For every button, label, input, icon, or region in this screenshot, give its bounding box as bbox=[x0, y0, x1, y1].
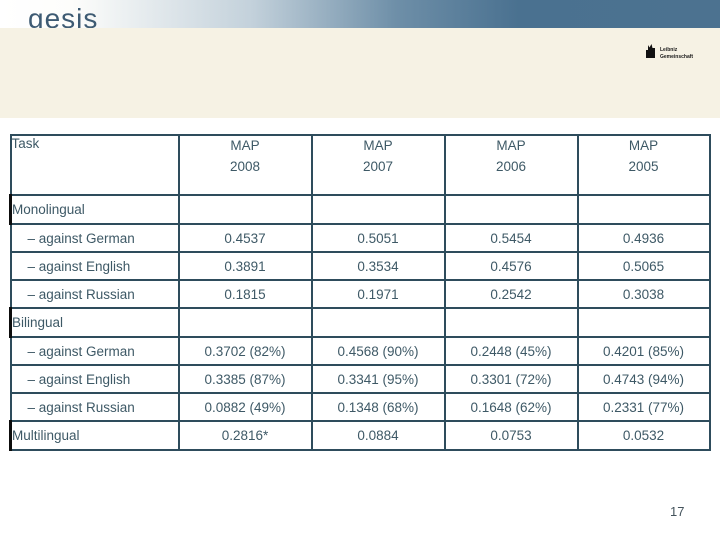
row-label: Bilingual bbox=[9, 307, 180, 338]
table-row-mono-english: – against English 0.3891 0.3534 0.4576 0… bbox=[9, 251, 711, 281]
cell-value: 0.4936 bbox=[576, 223, 711, 253]
cell-value: 0.4743 (94%) bbox=[576, 364, 711, 394]
cell-value: 0.4201 (85%) bbox=[576, 336, 711, 366]
cell-value: 0.3341 (95%) bbox=[310, 364, 446, 394]
cell-value bbox=[443, 194, 579, 225]
column-header-map-2008: MAP 2008 bbox=[177, 134, 313, 196]
cell-value: 0.1648 (62%) bbox=[443, 392, 579, 422]
cell-value: 0.3702 (82%) bbox=[177, 336, 313, 366]
cell-value: 0.3534 bbox=[310, 251, 446, 281]
cell-value: 0.2542 bbox=[443, 279, 579, 309]
cell-value: 0.4568 (90%) bbox=[310, 336, 446, 366]
table-row-mono-german: – against German 0.4537 0.5051 0.5454 0.… bbox=[9, 223, 711, 253]
column-header-map-2006: MAP 2006 bbox=[443, 134, 579, 196]
cell-value: 0.5065 bbox=[576, 251, 711, 281]
page-number: 17 bbox=[670, 504, 685, 519]
cell-value: 0.3038 bbox=[576, 279, 711, 309]
cell-value: 0.4576 bbox=[443, 251, 579, 281]
cell-value bbox=[310, 307, 446, 338]
column-header-map-2005: MAP 2005 bbox=[576, 134, 711, 196]
cell-value: 0.5051 bbox=[310, 223, 446, 253]
cell-value bbox=[177, 307, 313, 338]
cell-value bbox=[443, 307, 579, 338]
row-label: – against Russian bbox=[9, 392, 180, 422]
table-row-bi-russian: – against Russian 0.0882 (49%) 0.1348 (6… bbox=[9, 392, 711, 422]
row-label: – against English bbox=[9, 364, 180, 394]
table-row-bi-english: – against English 0.3385 (87%) 0.3341 (9… bbox=[9, 364, 711, 394]
cell-value: 0.1348 (68%) bbox=[310, 392, 446, 422]
table-row-multilingual: Multilingual 0.2816* 0.0884 0.0753 0.053… bbox=[9, 420, 711, 451]
row-label: – against Russian bbox=[9, 279, 180, 309]
cell-value bbox=[576, 307, 711, 338]
cream-band bbox=[0, 28, 720, 118]
cell-value: 0.5454 bbox=[443, 223, 579, 253]
gesis-logo: gesis bbox=[28, 3, 99, 34]
table-row-bi-german: – against German 0.3702 (82%) 0.4568 (90… bbox=[9, 336, 711, 366]
header-gradient-band bbox=[0, 0, 720, 28]
cell-value: 0.0882 (49%) bbox=[177, 392, 313, 422]
column-header-map-2007: MAP 2007 bbox=[310, 134, 446, 196]
table-row-bilingual: Bilingual bbox=[9, 307, 711, 338]
cell-value bbox=[310, 194, 446, 225]
cell-value: 0.0532 bbox=[576, 420, 711, 451]
leibniz-logo-text: Leibniz Gemeinschaft bbox=[660, 47, 694, 60]
cell-value: 0.2331 (77%) bbox=[576, 392, 711, 422]
row-label: Monolingual bbox=[9, 194, 180, 225]
table-row-mono-russian: – against Russian 0.1815 0.1971 0.2542 0… bbox=[9, 279, 711, 309]
table-header-row: Task MAP 2008 MAP 2007 MAP 2006 MAP 2005 bbox=[9, 134, 711, 196]
cell-value: 0.0884 bbox=[310, 420, 446, 451]
cell-value: 0.2816* bbox=[177, 420, 313, 451]
cell-value: 0.0753 bbox=[443, 420, 579, 451]
leibniz-logo: Leibniz Gemeinschaft bbox=[644, 43, 693, 64]
cell-value bbox=[576, 194, 711, 225]
cell-value: 0.3385 (87%) bbox=[177, 364, 313, 394]
row-label: – against German bbox=[9, 223, 180, 253]
cell-value: 0.3301 (72%) bbox=[443, 364, 579, 394]
leibniz-figure-icon bbox=[644, 43, 657, 64]
column-header-task: Task bbox=[9, 134, 180, 196]
row-label: – against German bbox=[9, 336, 180, 366]
cell-value: 0.2448 (45%) bbox=[443, 336, 579, 366]
table-row-monolingual: Monolingual bbox=[9, 194, 711, 225]
cell-value: 0.4537 bbox=[177, 223, 313, 253]
cell-value: 0.1971 bbox=[310, 279, 446, 309]
cell-value: 0.1815 bbox=[177, 279, 313, 309]
row-label: Multilingual bbox=[9, 420, 180, 451]
row-label: – against English bbox=[9, 251, 180, 281]
cell-value: 0.3891 bbox=[177, 251, 313, 281]
map-results-table: Task MAP 2008 MAP 2007 MAP 2006 MAP 2005 Mon… bbox=[9, 134, 711, 451]
cell-value bbox=[177, 194, 313, 225]
